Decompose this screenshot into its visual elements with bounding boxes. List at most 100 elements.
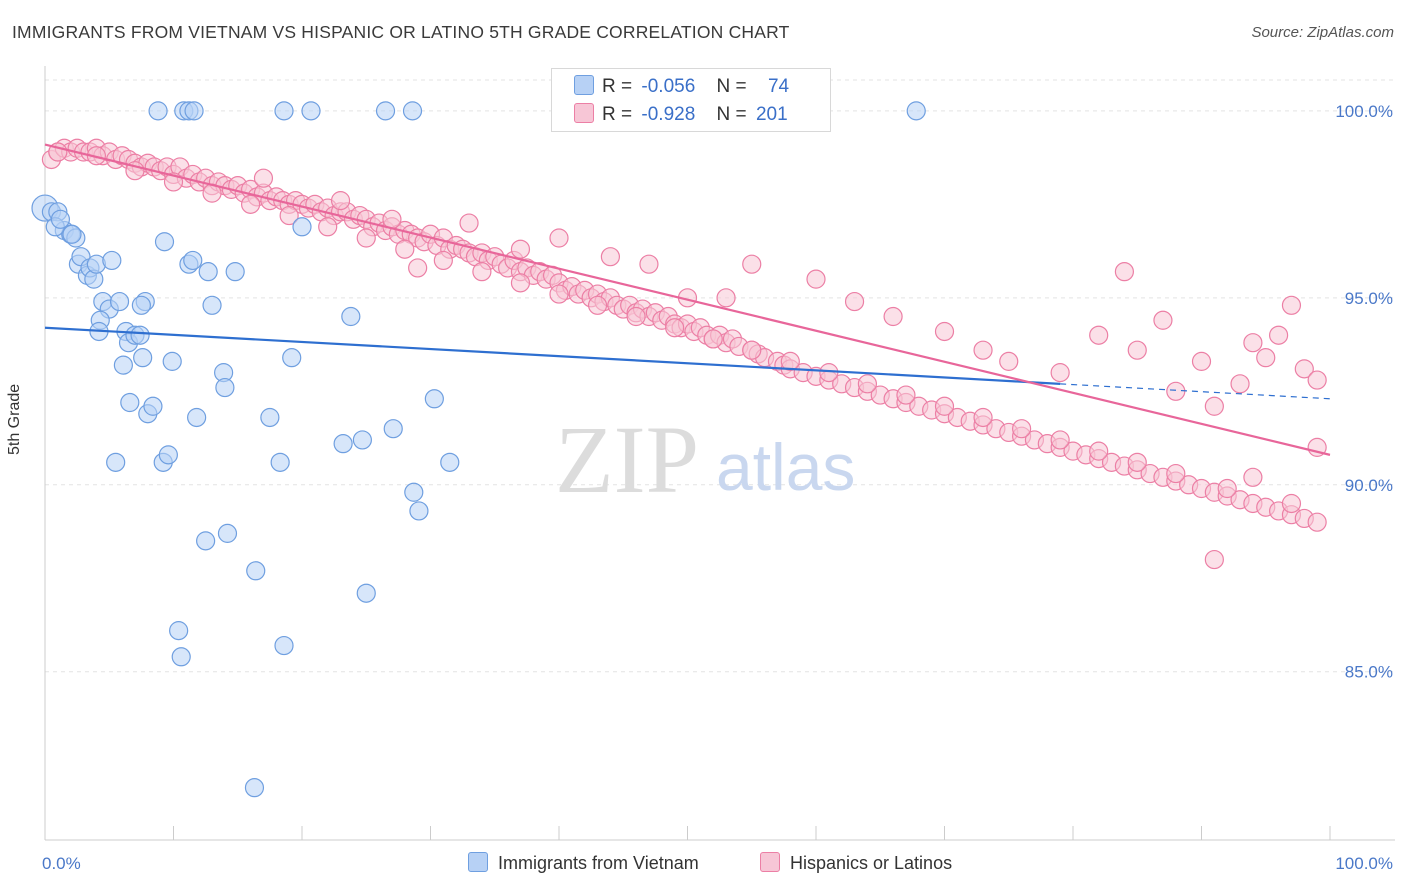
data-point-vietnam: [440, 452, 460, 472]
data-point-hispanics: [1243, 467, 1263, 487]
data-point-vietnam: [202, 295, 222, 315]
data-point-hispanics: [1268, 325, 1289, 345]
data-point-vietnam: [187, 407, 207, 428]
data-point-vietnam: [158, 445, 178, 465]
legend: R = -0.056 N = 74 R = -0.928 N = 201: [551, 68, 831, 132]
data-point-hispanics: [999, 351, 1019, 371]
trend-line-vietnam: [44, 326, 1061, 385]
data-point-hispanics: [1166, 381, 1186, 401]
trend-line-hispanics: [44, 143, 1331, 456]
watermark-zip: ZIP: [555, 406, 699, 513]
data-point-hispanics: [1243, 333, 1263, 353]
data-point-hispanics: [1114, 262, 1135, 282]
data-point-hispanics: [934, 396, 955, 416]
data-point-hispanics: [934, 321, 955, 342]
data-point-vietnam: [215, 377, 235, 398]
data-point-vietnam: [154, 232, 175, 252]
data-point-vietnam: [375, 101, 396, 121]
data-point-vietnam: [169, 621, 189, 641]
data-point-vietnam: [198, 262, 218, 282]
data-point-vietnam: [402, 101, 423, 121]
data-point-hispanics: [472, 262, 492, 282]
data-point-hispanics: [1153, 310, 1173, 330]
x-tick-label-max: 100.0%: [1335, 854, 1393, 873]
data-point-hispanics: [1307, 512, 1327, 532]
data-point-vietnam: [356, 583, 376, 603]
bottom-legend-swatch-pink: [760, 852, 780, 872]
data-point-vietnam: [906, 101, 926, 121]
data-point-vietnam: [130, 325, 150, 345]
data-point-hispanics: [883, 306, 903, 327]
data-point-vietnam: [260, 407, 280, 428]
data-point-hispanics: [819, 363, 839, 383]
data-point-vietnam: [424, 389, 444, 409]
data-point-hispanics: [395, 239, 415, 259]
data-point-hispanics: [1166, 463, 1186, 484]
data-point-vietnam: [50, 209, 71, 229]
chart-title: IMMIGRANTS FROM VIETNAM VS HISPANIC OR L…: [12, 22, 790, 42]
x-tick-label-min: 0.0%: [42, 854, 81, 873]
data-point-hispanics: [1011, 419, 1032, 439]
y-tick-label: 100.0%: [1335, 102, 1393, 121]
data-point-hispanics: [703, 329, 723, 349]
data-point-vietnam: [62, 224, 82, 244]
legend-r-value: -0.928: [641, 104, 696, 125]
data-point-hispanics: [716, 288, 736, 308]
data-point-hispanics: [665, 318, 685, 338]
data-point-hispanics: [896, 385, 916, 405]
data-point-hispanics: [1127, 452, 1147, 472]
legend-n-label: N =: [716, 104, 747, 125]
data-point-hispanics: [330, 191, 351, 211]
data-point-hispanics: [253, 168, 274, 188]
data-point-vietnam: [244, 778, 265, 798]
data-point-hispanics: [973, 340, 993, 360]
data-point-hispanics: [780, 351, 800, 371]
legend-n-label: N =: [716, 76, 747, 97]
data-point-hispanics: [1294, 359, 1314, 379]
watermark-atlas: atlas: [716, 430, 855, 504]
data-point-hispanics: [549, 284, 569, 304]
data-point-hispanics: [806, 269, 826, 289]
data-point-hispanics: [549, 228, 569, 248]
series-hispanics-points: [41, 138, 1327, 570]
data-point-vietnam: [274, 635, 294, 656]
data-point-vietnam: [341, 306, 361, 327]
legend-r-value: -0.056: [641, 76, 696, 97]
data-point-hispanics: [433, 250, 453, 271]
y-tick-label: 90.0%: [1345, 476, 1393, 495]
data-point-vietnam: [274, 101, 294, 121]
data-point-vietnam: [109, 291, 130, 312]
data-point-hispanics: [318, 217, 338, 237]
data-point-vietnam: [333, 434, 353, 454]
data-point-vietnam: [106, 452, 126, 472]
legend-r-label: R =: [602, 104, 633, 125]
legend-row-vietnam: R = -0.056 N = 74: [574, 75, 789, 98]
data-point-vietnam: [292, 217, 312, 237]
data-point-hispanics: [1281, 493, 1302, 514]
legend-n-value: 74: [767, 76, 790, 97]
data-point-hispanics: [510, 273, 531, 293]
data-point-vietnam: [171, 647, 191, 667]
data-point-hispanics: [1217, 478, 1237, 499]
legend-row-hispanics: R = -0.928 N = 201: [574, 103, 788, 126]
bottom-legend-label: Immigrants from Vietnam: [498, 853, 699, 873]
data-point-vietnam: [131, 295, 151, 315]
data-point-hispanics: [742, 254, 762, 274]
data-point-vietnam: [383, 419, 403, 439]
bottom-legend-vietnam: Immigrants from Vietnam: [468, 852, 699, 874]
y-tick-label: 95.0%: [1345, 289, 1393, 308]
series-vietnam-points: [31, 101, 926, 798]
legend-swatch-pink: [574, 103, 594, 123]
data-point-hispanics: [356, 228, 376, 248]
data-point-hispanics: [1089, 325, 1109, 345]
data-point-vietnam: [102, 250, 122, 271]
data-point-hispanics: [510, 239, 531, 259]
data-point-hispanics: [382, 209, 402, 229]
data-point-hispanics: [1191, 351, 1212, 371]
data-point-vietnam: [270, 452, 290, 472]
data-point-vietnam: [133, 348, 153, 368]
data-point-hispanics: [626, 306, 646, 327]
data-point-hispanics: [742, 340, 762, 360]
data-point-vietnam: [404, 482, 424, 502]
